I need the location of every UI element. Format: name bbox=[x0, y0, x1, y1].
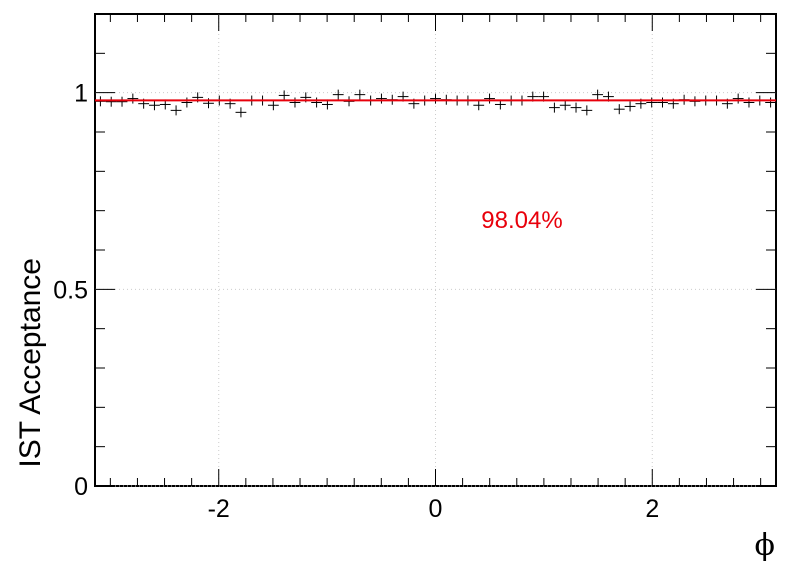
data-point bbox=[267, 100, 279, 111]
data-point bbox=[624, 101, 636, 112]
data-point bbox=[743, 97, 755, 108]
data-point bbox=[592, 89, 604, 100]
x-tick-label: 0 bbox=[429, 495, 443, 523]
data-point bbox=[549, 102, 560, 113]
data-point bbox=[559, 100, 571, 111]
x-tick-label: 2 bbox=[645, 495, 659, 523]
data-point bbox=[473, 100, 485, 111]
data-point bbox=[289, 97, 301, 108]
data-point bbox=[430, 93, 441, 104]
y-tick-label: 0 bbox=[74, 473, 88, 501]
data-point bbox=[646, 97, 658, 108]
data-point bbox=[116, 96, 128, 107]
data-points bbox=[95, 89, 776, 118]
data-point bbox=[311, 97, 322, 108]
data-point bbox=[657, 97, 668, 108]
data-point bbox=[376, 93, 387, 104]
data-point bbox=[127, 93, 139, 104]
data-point bbox=[105, 96, 117, 107]
data-point bbox=[170, 105, 182, 116]
data-point bbox=[570, 102, 582, 113]
data-point bbox=[581, 105, 593, 116]
data-point bbox=[354, 89, 366, 100]
tick-labels: -2 0 2 0 0.5 1 bbox=[53, 80, 659, 523]
data-point bbox=[149, 100, 160, 111]
data-point bbox=[278, 90, 290, 101]
data-point bbox=[181, 97, 193, 108]
data-point bbox=[613, 104, 625, 115]
axis-ticks bbox=[95, 13, 776, 487]
x-tick-label: -2 bbox=[208, 495, 230, 523]
y-axis-title: IST Acceptance bbox=[14, 258, 47, 468]
y-tick-label: 1 bbox=[74, 80, 88, 108]
data-point bbox=[765, 97, 776, 108]
data-point bbox=[235, 107, 247, 118]
fit-annotation: 98.04% bbox=[481, 207, 562, 234]
data-point bbox=[484, 93, 495, 104]
grid bbox=[95, 14, 776, 487]
y-tick-label: 0.5 bbox=[53, 276, 88, 304]
x-axis-title: ϕ bbox=[755, 528, 775, 563]
data-point bbox=[332, 89, 344, 100]
data-point bbox=[732, 93, 744, 104]
